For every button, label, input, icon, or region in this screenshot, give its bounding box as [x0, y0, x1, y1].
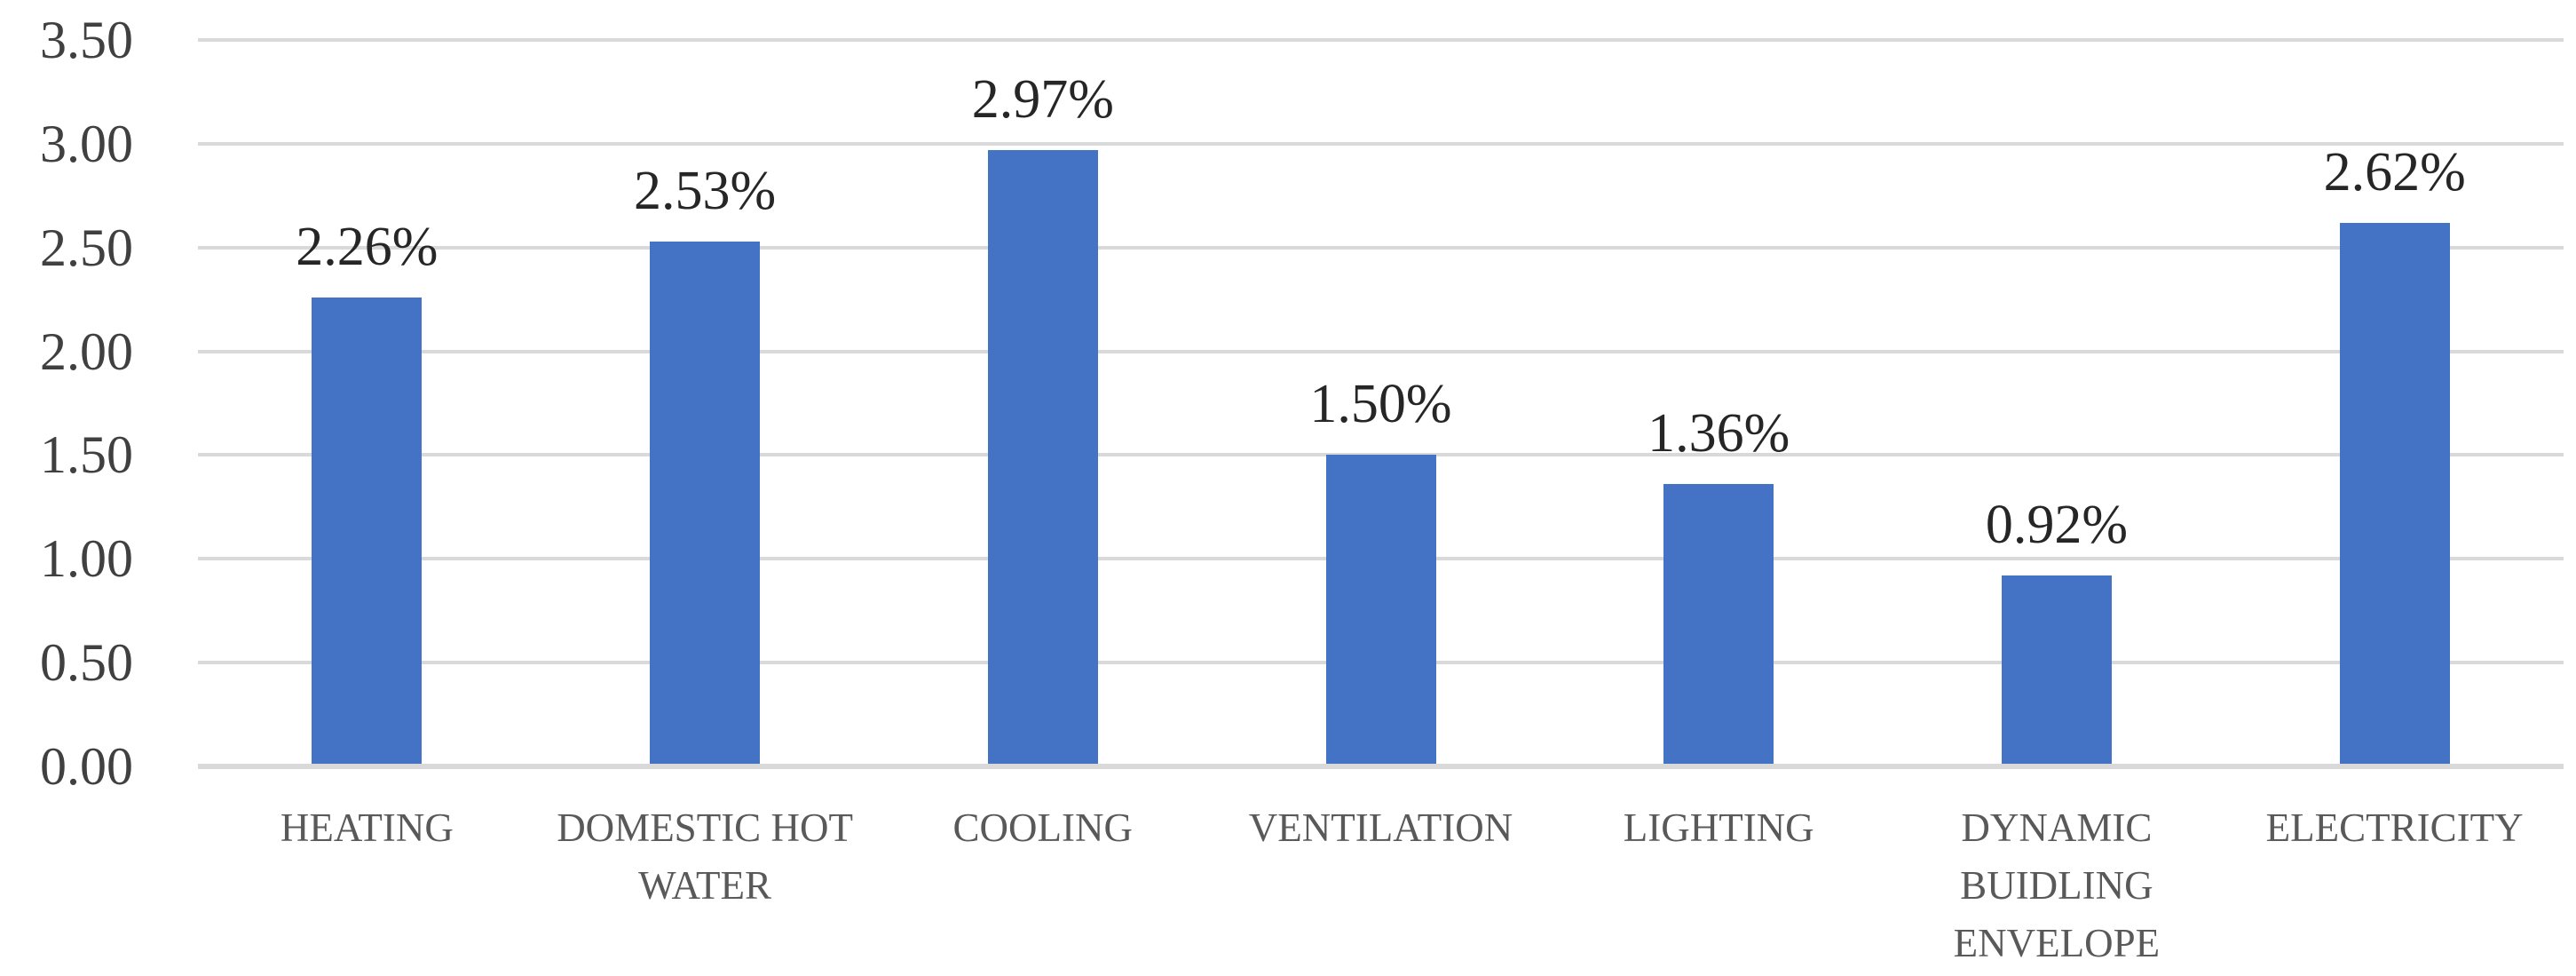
bar-data-label: 2.97%	[971, 68, 1114, 130]
category-label-line: VENTILATION	[1248, 805, 1513, 850]
category-label-line: ENVELOPE	[1953, 921, 2161, 965]
bar	[1325, 455, 1436, 766]
bar-data-label: 1.36%	[1648, 403, 1790, 464]
category-label: HEATING	[281, 799, 454, 857]
bar	[650, 241, 761, 766]
category-label: DOMESTIC HOT WATER	[557, 799, 853, 915]
category-label: LIGHTING	[1624, 799, 1814, 857]
gridline	[198, 38, 2564, 42]
gridline	[198, 141, 2564, 146]
category-label: COOLING	[953, 799, 1133, 857]
category-label-line: COOLING	[952, 805, 1134, 850]
category-label-line: BUIDLING	[1960, 863, 2153, 908]
bar	[2339, 222, 2450, 766]
bar	[1663, 484, 1774, 766]
y-tick-label: 1.00	[40, 529, 133, 589]
category-label-line: WATER	[638, 863, 772, 908]
y-tick-label: 1.50	[40, 425, 133, 485]
gridline	[198, 349, 2564, 353]
gridline	[198, 245, 2564, 250]
category-label-line: DOMESTIC HOT	[557, 805, 853, 850]
category-label-line: LIGHTING	[1623, 805, 1814, 850]
category-label: DYNAMIC BUIDLING ENVELOPE	[1954, 799, 2160, 972]
bar-data-label: 2.26%	[296, 216, 439, 277]
y-tick-label: 3.50	[40, 11, 133, 69]
x-axis-line	[198, 764, 2564, 769]
category-label-line: DYNAMIC	[1961, 805, 2153, 850]
bar-data-label: 2.62%	[2323, 141, 2466, 202]
category-label-line: ELECTRICITY	[2265, 805, 2524, 850]
bar-data-label: 0.92%	[1985, 494, 2128, 555]
bar	[2001, 575, 2112, 766]
y-tick-label: 0.00	[40, 737, 133, 796]
y-tick-label: 2.50	[40, 218, 133, 277]
y-tick-label: 3.00	[40, 114, 133, 173]
bar-data-label: 2.53%	[633, 160, 777, 221]
bar	[987, 149, 1098, 766]
bar-data-label: 1.50%	[1309, 374, 1452, 435]
y-tick-label: 0.50	[40, 633, 133, 693]
category-label: VENTILATION	[1249, 799, 1513, 857]
category-label-line: HEATING	[280, 805, 454, 850]
y-tick-label: 2.00	[40, 321, 133, 381]
category-label: ELECTRICITY	[2266, 799, 2524, 857]
bar	[312, 297, 423, 766]
